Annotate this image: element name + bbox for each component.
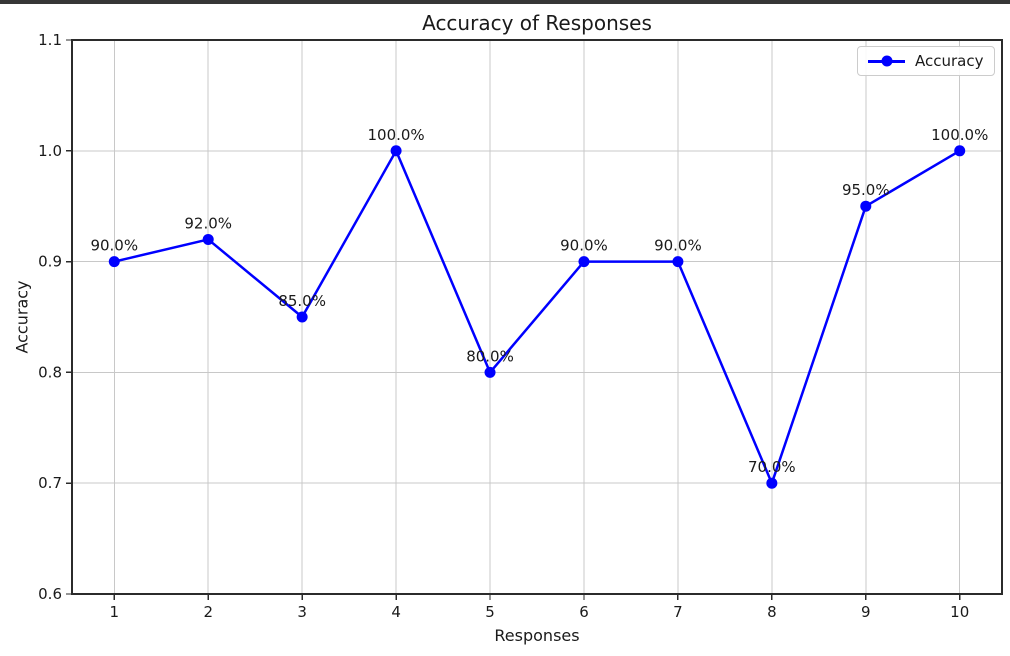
data-point-marker [108, 256, 120, 268]
point-value-label: 90.0% [90, 237, 138, 255]
point-value-label: 92.0% [184, 214, 232, 232]
point-value-label: 100.0% [931, 126, 988, 144]
point-value-label: 85.0% [278, 292, 326, 310]
axis-ticks [66, 39, 961, 600]
data-point-marker [390, 145, 402, 157]
y-tick-label: 0.7 [38, 474, 62, 492]
x-tick-label: 10 [950, 603, 969, 621]
legend-entry-label: Accuracy [915, 52, 984, 70]
legend: Accuracy [857, 46, 996, 76]
x-tick-label: 1 [109, 603, 119, 621]
y-tick-label: 0.6 [38, 585, 62, 603]
point-value-label: 90.0% [654, 237, 702, 255]
x-axis-label: Responses [494, 626, 580, 645]
legend-dot-icon [881, 55, 892, 67]
data-point-marker [578, 256, 590, 268]
x-tick-label: 7 [673, 603, 683, 621]
x-tick-label: 6 [579, 603, 589, 621]
data-points [108, 145, 966, 489]
y-axis-label: Accuracy [12, 280, 32, 354]
data-point-marker [296, 311, 308, 323]
data-point-marker [954, 145, 966, 157]
tick-labels: 1 2 3 4 5 6 7 8 9 10 0.6 0.7 0.8 0.9 1.0 1.1 [38, 31, 969, 621]
plot-border [71, 39, 1003, 595]
point-value-label: 95.0% [842, 181, 890, 199]
data-point-marker [672, 256, 684, 268]
gridlines [72, 40, 1002, 594]
point-value-label: 90.0% [560, 237, 608, 255]
point-annotations: 90.0% 92.0% 85.0% 100.0% 80.0% 90.0% 90.0% 70.0… [90, 126, 988, 476]
y-tick-label: 0.8 [38, 363, 62, 381]
legend-line-marker-icon [868, 55, 905, 67]
data-point-marker [484, 366, 496, 378]
y-tick-label: 1.1 [38, 31, 62, 49]
x-tick-label: 3 [297, 603, 307, 621]
x-tick-label: 2 [203, 603, 213, 621]
point-value-label: 100.0% [367, 126, 424, 144]
point-value-label: 70.0% [748, 458, 796, 476]
x-tick-label: 8 [767, 603, 777, 621]
y-tick-label: 0.9 [38, 253, 62, 271]
data-point-marker [860, 200, 872, 212]
chart-title: Accuracy of Responses [422, 11, 652, 35]
x-tick-label: 4 [391, 603, 401, 621]
x-tick-label: 9 [861, 603, 871, 621]
data-point-marker [202, 233, 214, 245]
x-tick-label: 5 [485, 603, 495, 621]
point-value-label: 80.0% [466, 347, 514, 365]
series-line [113, 149, 961, 485]
y-tick-label: 1.0 [38, 142, 62, 160]
window-top-edge [0, 0, 1010, 4]
data-point-marker [766, 477, 778, 489]
